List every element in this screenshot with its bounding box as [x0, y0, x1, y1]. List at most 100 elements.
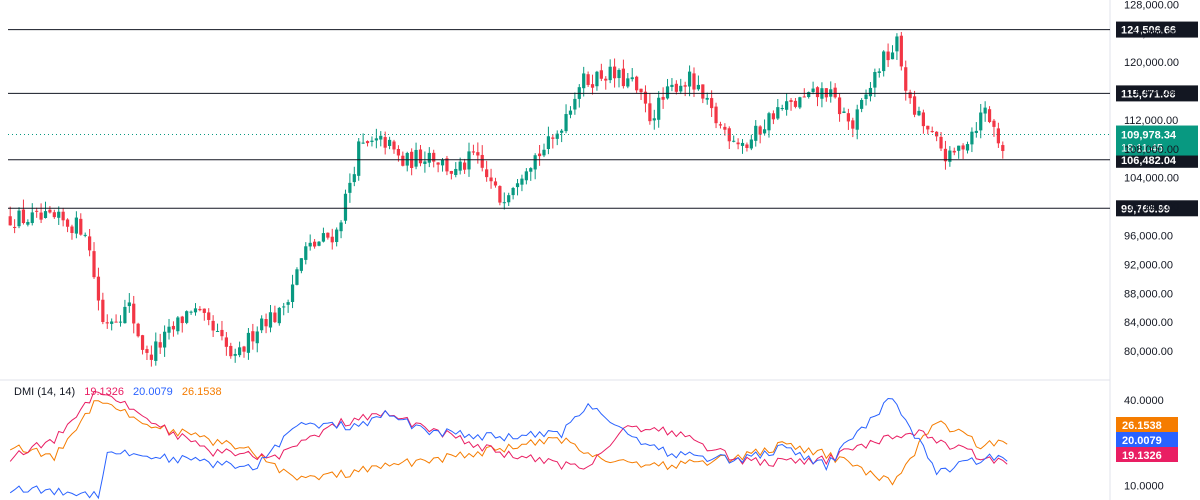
dmi-axis[interactable]: 40.0000 10.0000 26.1538 20.0079 19.1326: [1116, 395, 1178, 493]
candle-body: [110, 321, 114, 324]
candle-body: [8, 216, 12, 226]
candle-body: [970, 131, 974, 145]
current-price-label-bg: [1116, 125, 1198, 156]
candle-body: [423, 161, 427, 164]
candle-body: [590, 84, 595, 88]
candle-body: [485, 169, 489, 178]
candle-body: [767, 113, 771, 131]
candle-body: [432, 152, 436, 162]
candle-body: [542, 149, 546, 156]
candle-body: [904, 67, 908, 91]
candle-body: [233, 353, 237, 356]
candle-body: [286, 302, 290, 305]
candle-body: [877, 71, 881, 73]
candle-body: [136, 323, 140, 337]
candle-body: [586, 74, 590, 85]
candle-body: [926, 125, 930, 130]
chart-grid: [0, 0, 1111, 500]
candle-body: [229, 345, 233, 357]
candle-body: [35, 210, 39, 212]
di-plus-axis-tag-bg: [1116, 432, 1178, 447]
price-tick-label: 124,000.00: [1124, 28, 1179, 40]
adx-axis-tag-bg: [1116, 417, 1178, 432]
price-tick-label: 88,000.00: [1124, 288, 1173, 300]
price-tick-label: 120,000.00: [1124, 57, 1179, 69]
candle-body: [123, 306, 127, 324]
candle-body: [361, 142, 365, 144]
candle-body: [43, 211, 48, 219]
candle-body: [987, 109, 992, 123]
horizontal-levels[interactable]: 124,506.66115,671.06106,482.0499,766.991…: [8, 21, 1198, 217]
candle-body: [608, 66, 612, 81]
price-axis[interactable]: 128,000.00 124,000.00 120,000.00 116,000.00…: [1124, 0, 1179, 358]
candle-body: [193, 308, 198, 313]
candle-body: [145, 349, 149, 353]
candle-body: [26, 221, 30, 225]
candle-body: [639, 88, 643, 93]
candle-body: [837, 97, 842, 115]
candle-body: [118, 321, 123, 323]
candle-body: [21, 209, 26, 224]
di-minus-line: [9, 390, 1008, 471]
price-tick-label: 108,000.00: [1124, 144, 1179, 156]
candle-body: [220, 329, 224, 337]
candle-body: [502, 202, 506, 204]
candle-body: [758, 126, 762, 135]
candle-body: [295, 269, 299, 285]
candle-body: [674, 83, 678, 92]
di-plus-value: 20.0079: [133, 386, 173, 398]
candle-body: [392, 141, 396, 150]
candle-body: [762, 129, 767, 134]
level-label-bg: [1116, 21, 1198, 38]
candle-body: [163, 331, 167, 348]
candle-body: [92, 251, 96, 278]
candle-body: [890, 52, 895, 60]
candle-body: [339, 222, 343, 232]
candle-body: [185, 311, 189, 323]
candle-body: [895, 36, 899, 52]
level-label-bg: [1116, 151, 1198, 168]
candle-body: [79, 218, 83, 235]
candle-body: [643, 91, 648, 104]
candle-body: [612, 66, 617, 79]
candle-body: [855, 109, 859, 130]
candle-body: [507, 195, 511, 203]
candle-body: [476, 152, 480, 156]
candle-body: [617, 69, 621, 79]
candle-body: [732, 140, 736, 142]
price-tick-label: 84,000.00: [1124, 317, 1173, 329]
candle-body: [39, 212, 43, 220]
candle-body: [114, 321, 118, 323]
level-label-bg: [1116, 200, 1198, 217]
candle-body: [573, 98, 577, 110]
candle-body: [414, 149, 418, 167]
price-tick-label: 128,000.00: [1124, 0, 1179, 11]
candle-body: [449, 171, 453, 174]
candle-body: [740, 142, 745, 146]
dmi-tick-label: 10.0000: [1124, 481, 1164, 493]
price-tick-label: 100,000.00: [1124, 202, 1179, 214]
indicator-legend[interactable]: DMI (14, 14) 19.1326 20.0079 26.1538: [14, 386, 228, 398]
price-tick-label: 112,000.00: [1124, 115, 1178, 127]
candle-body: [785, 101, 789, 110]
candle-body: [167, 326, 171, 333]
candle-body: [1001, 145, 1005, 152]
candle-body: [621, 68, 626, 87]
bar-countdown: 18:11:45: [1121, 143, 1163, 155]
level-label: 99,766.99: [1121, 203, 1170, 215]
candle-body: [974, 130, 978, 133]
candle-body: [52, 212, 56, 218]
candle-body: [374, 138, 378, 141]
candle-body: [180, 316, 184, 324]
candle-body: [939, 136, 943, 149]
level-label: 124,506.66: [1121, 25, 1176, 37]
candle-body: [582, 73, 586, 89]
candle-body: [277, 307, 281, 324]
candle-body: [776, 107, 780, 119]
candle-body: [546, 136, 551, 149]
candle-body: [237, 347, 242, 356]
candle-body: [807, 92, 811, 97]
candle-body: [57, 211, 61, 218]
candle-body: [701, 84, 705, 99]
